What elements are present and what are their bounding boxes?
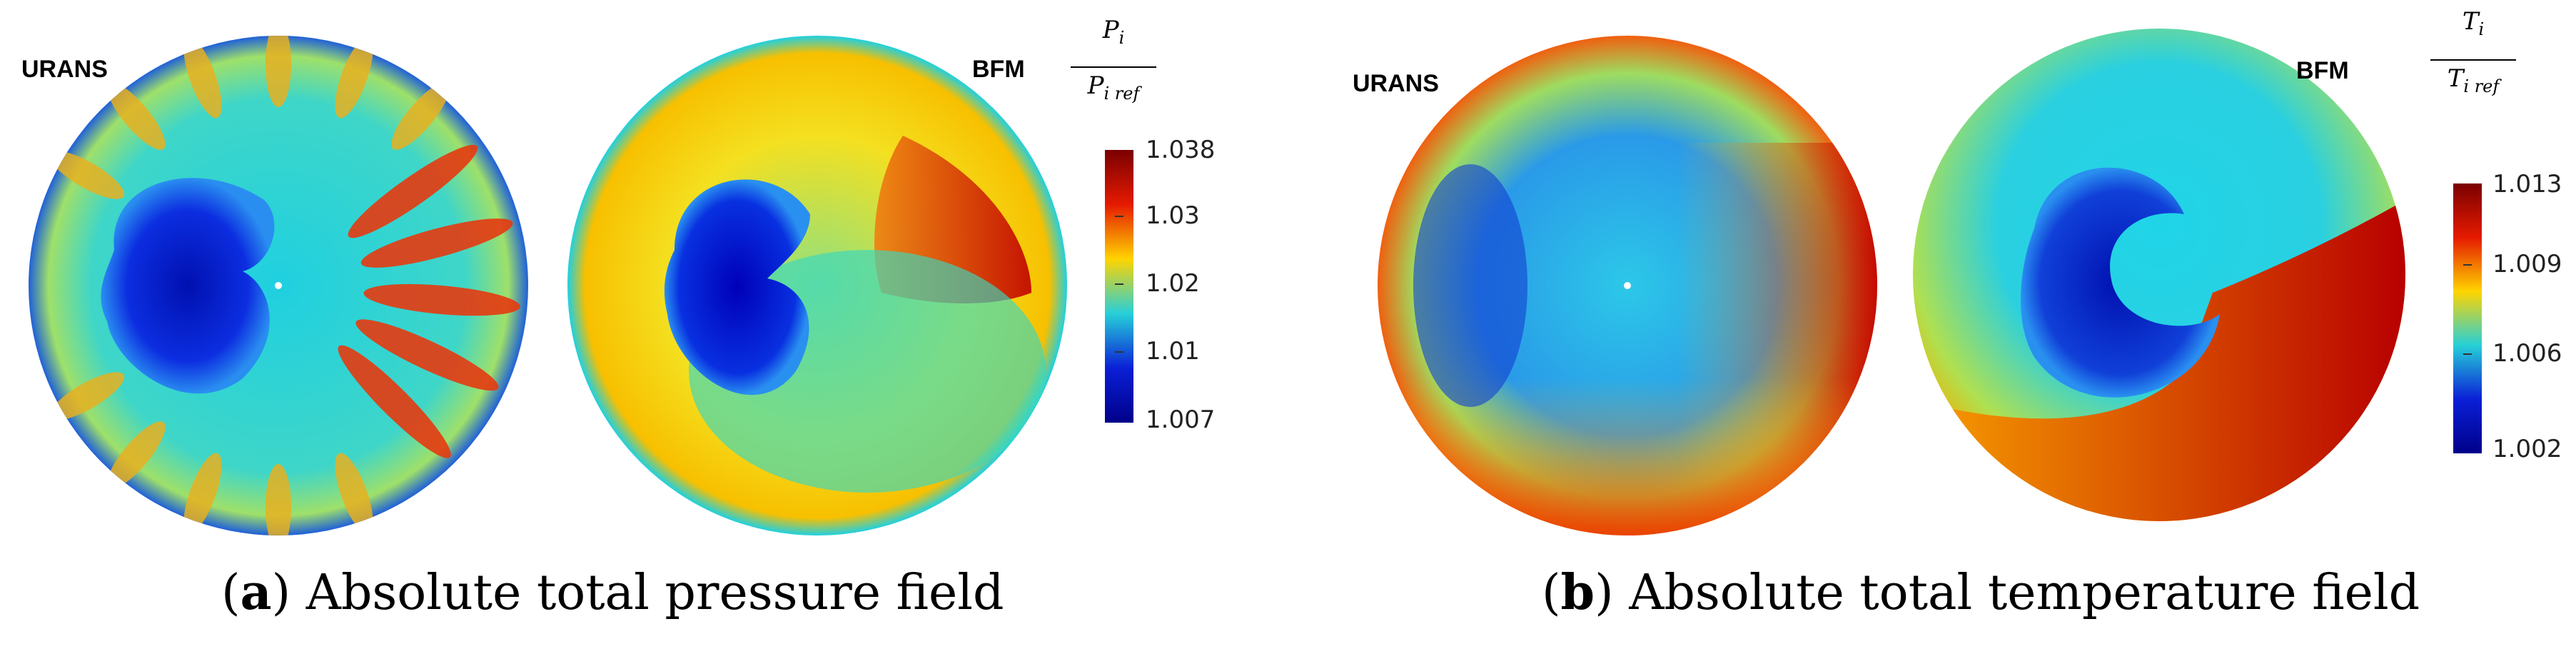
colorbar-title-numerator: T — [2462, 7, 2479, 36]
pressure-colorbar — [1105, 150, 1133, 423]
bfm-temperature-contour — [1913, 29, 2405, 521]
panel-b: URANS — [1328, 0, 2576, 649]
tick-label: 1.006 — [2492, 339, 2562, 368]
caption-a: (a) Absolute total pressure field — [221, 564, 1004, 621]
urans-label: URANS — [21, 56, 108, 83]
colorbar-title-denominator-wrap: Ti ref — [2423, 64, 2523, 96]
tick-mark — [1115, 283, 1123, 285]
tick-label: 1.013 — [2492, 170, 2562, 198]
colorbar-title-denominator: T — [2447, 64, 2464, 93]
caption-b-text: Absolute total temperature field — [1613, 565, 2420, 621]
colorbar-title: Ti — [2423, 7, 2523, 39]
urans-pressure-contour — [29, 36, 528, 535]
caption-a-letter: a — [240, 564, 272, 621]
colorbar-title-denominator-wrap: Pi ref — [1064, 71, 1163, 104]
colorbar-title: Pi — [1064, 16, 1163, 48]
urans-temperature-contour — [1378, 36, 1877, 535]
colorbar-title-numerator: P — [1102, 16, 1119, 44]
tick-mark — [1115, 351, 1123, 353]
tick-mark — [1115, 216, 1123, 217]
colorbar-title-denominator-sub: i ref — [2463, 76, 2500, 96]
temperature-colorbar — [2453, 183, 2482, 453]
fraction-bar — [2430, 59, 2516, 61]
bfm-label: BFM — [2296, 57, 2349, 84]
panel-a: URANS — [0, 0, 1256, 649]
tick-label: 1.007 — [1146, 406, 1216, 434]
tick-label: 1.009 — [2492, 250, 2562, 278]
bfm-label: BFM — [972, 56, 1025, 83]
caption-b-letter: b — [1560, 564, 1595, 621]
colorbar-title-denominator-sub: i ref — [1103, 83, 1140, 104]
urans-label: URANS — [1353, 70, 1439, 97]
colorbar-title-numerator-sub: i — [2478, 19, 2485, 39]
fraction-bar — [1071, 66, 1156, 68]
colorbar-title-denominator: P — [1087, 71, 1104, 100]
tick-label: 1.03 — [1146, 201, 1200, 230]
tick-mark — [2463, 264, 2472, 266]
bfm-pressure-contour — [567, 36, 1067, 535]
caption-b: (b) Absolute total temperature field — [1542, 564, 2420, 621]
tick-label: 1.02 — [1146, 269, 1200, 298]
tick-label: 1.002 — [2492, 435, 2562, 463]
colorbar-title-numerator-sub: i — [1118, 27, 1125, 48]
tick-label: 1.01 — [1146, 337, 1200, 366]
caption-a-text: Absolute total pressure field — [291, 565, 1004, 621]
tick-mark — [2463, 353, 2472, 355]
tick-label: 1.038 — [1146, 136, 1216, 164]
